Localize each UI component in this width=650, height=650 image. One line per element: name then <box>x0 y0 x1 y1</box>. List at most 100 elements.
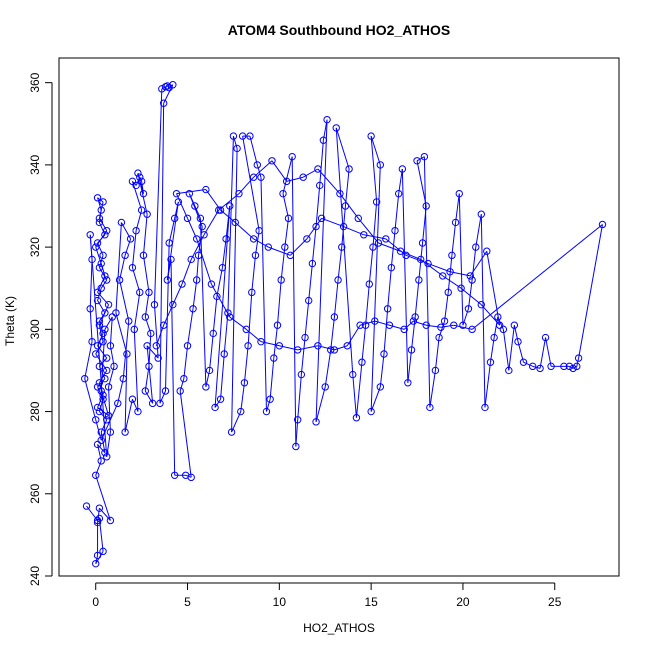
data-point <box>103 366 111 375</box>
y-tick-label: 260 <box>28 483 42 503</box>
series-line-segment <box>196 238 212 285</box>
data-point <box>459 321 467 329</box>
data-point <box>468 276 476 284</box>
series-line-segment <box>416 156 425 162</box>
series-line-segment <box>416 160 427 207</box>
data-point <box>529 362 537 371</box>
series-line-segment <box>523 361 533 367</box>
series-line-segment <box>407 349 413 383</box>
data-point <box>338 243 346 251</box>
y-axis-label: Theta (K) <box>3 296 17 346</box>
data-point <box>226 202 234 210</box>
series-line-segment <box>190 234 205 260</box>
data-point <box>132 181 140 190</box>
series-line-segment <box>240 382 245 412</box>
data-point <box>439 272 447 280</box>
series-line-segment <box>370 136 378 202</box>
data-point <box>457 284 465 292</box>
series-line-segment <box>444 292 449 322</box>
x-tick-label: 5 <box>184 595 191 609</box>
series-line-segment <box>231 411 242 433</box>
data-point <box>308 259 317 268</box>
data-point <box>180 374 188 383</box>
series-line-segment <box>282 156 293 194</box>
series-line-segment <box>455 193 460 223</box>
data-point <box>97 259 105 268</box>
data-point <box>101 374 109 383</box>
series-line-segment <box>115 312 128 355</box>
series-line-segment <box>411 316 416 350</box>
data-point <box>249 173 258 181</box>
data-point <box>209 329 217 338</box>
data-point <box>391 226 399 235</box>
series-line-segment <box>269 358 275 400</box>
series-line-segment <box>352 374 357 418</box>
data-point <box>161 387 170 395</box>
series-line-segment <box>98 255 104 268</box>
data-point <box>277 276 285 284</box>
series-line-segment <box>146 345 159 359</box>
series-line-segment <box>315 386 326 422</box>
data-point <box>262 407 271 416</box>
data-point <box>246 132 254 140</box>
data-point <box>345 165 353 173</box>
series-line-segment <box>300 337 306 375</box>
data-point <box>369 243 377 251</box>
data-point <box>490 333 498 342</box>
data-point <box>444 288 452 297</box>
series-line-segment <box>361 325 367 363</box>
data-point <box>284 214 293 223</box>
data-point <box>255 226 263 235</box>
series-line-segment <box>192 279 198 309</box>
data-point <box>145 288 153 297</box>
series-line-segment <box>486 251 501 326</box>
data-point <box>202 185 210 194</box>
series-line-segment <box>374 320 390 326</box>
data-point <box>275 342 284 350</box>
data-point <box>499 325 508 334</box>
data-point <box>376 383 385 391</box>
data-point <box>598 220 607 229</box>
data-point <box>216 395 225 403</box>
data-point <box>123 350 131 358</box>
series-line-segment <box>98 218 108 231</box>
data-point <box>86 305 94 313</box>
data-point <box>323 115 331 124</box>
series-line-segment <box>131 230 137 268</box>
y-tick-label: 340 <box>28 155 42 175</box>
x-tick-label: 25 <box>548 595 562 609</box>
series-line-segment <box>95 460 102 476</box>
data-point <box>448 251 456 260</box>
data-point <box>365 280 373 288</box>
data-point <box>411 313 419 321</box>
data-point <box>93 518 102 527</box>
data-point <box>339 222 348 231</box>
series-line-segment <box>265 399 271 412</box>
data-point <box>226 313 234 321</box>
data-point <box>450 321 458 329</box>
data-point <box>93 440 102 449</box>
series-line-segment <box>176 193 188 219</box>
y-axis: 240 260 280 300 320 340 360 <box>28 72 53 586</box>
data-point <box>141 313 149 321</box>
data-point <box>178 280 186 288</box>
data-point <box>293 416 302 424</box>
data-point <box>97 428 105 436</box>
data-point <box>159 321 168 329</box>
data-point <box>536 364 544 373</box>
series-lines <box>84 84 603 564</box>
data-point <box>136 288 144 297</box>
series-line-segment <box>390 230 396 268</box>
data-point <box>193 235 201 243</box>
data-point <box>402 251 410 260</box>
data-point <box>82 502 91 510</box>
plot-frame <box>58 57 620 577</box>
x-axis-label: HO2_ATHOS <box>303 621 375 635</box>
series-line-segment <box>344 168 350 207</box>
data-point <box>446 268 454 276</box>
series-line-segment <box>578 224 603 359</box>
data-point <box>187 473 195 482</box>
data-point <box>93 551 102 560</box>
data-point <box>293 346 302 354</box>
